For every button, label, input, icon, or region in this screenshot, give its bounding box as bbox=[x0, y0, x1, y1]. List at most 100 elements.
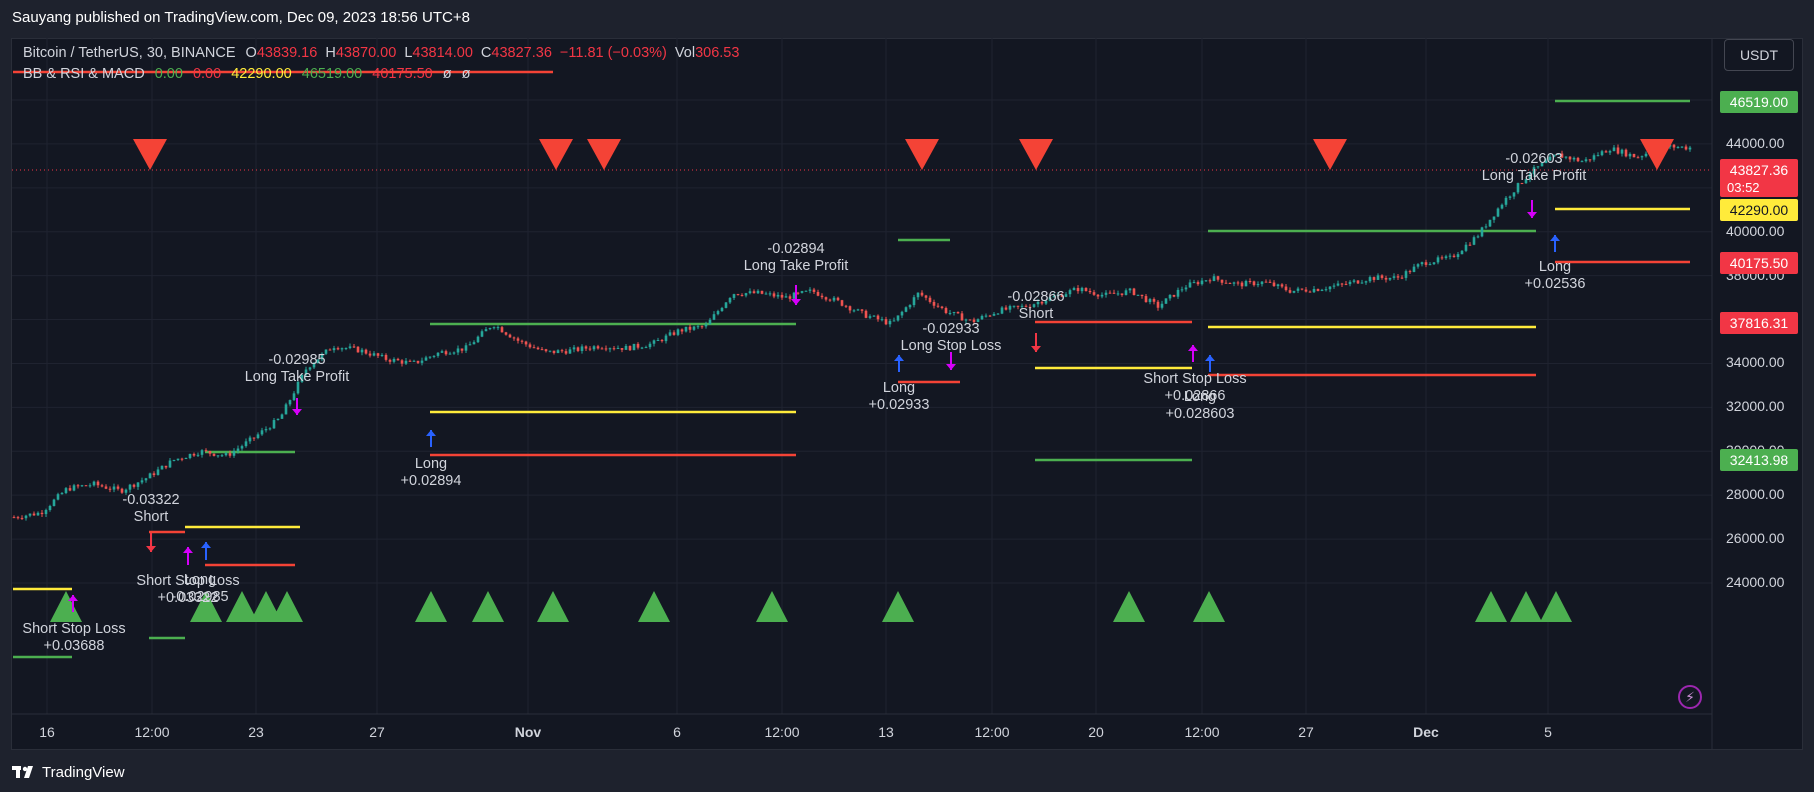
chart-frame[interactable] bbox=[11, 38, 1803, 750]
candle-body bbox=[380, 354, 384, 356]
candle-body bbox=[1512, 192, 1516, 197]
candle-body bbox=[552, 350, 556, 354]
candle-body bbox=[392, 358, 396, 362]
candle-body bbox=[412, 360, 416, 362]
annotation-line-2: +0.03688 bbox=[43, 638, 105, 654]
candle-body bbox=[404, 360, 408, 364]
symbol-label[interactable]: Bitcoin / TetherUS, 30, BINANCE bbox=[23, 45, 236, 61]
candle-body bbox=[180, 458, 184, 460]
sell-signal-triangle bbox=[1313, 139, 1347, 170]
candle-body bbox=[1032, 304, 1036, 307]
candle-body bbox=[1356, 280, 1360, 284]
candle-body bbox=[1632, 153, 1636, 158]
candle-body bbox=[1608, 151, 1612, 153]
candle-body bbox=[1468, 244, 1472, 246]
candle-body bbox=[984, 315, 988, 317]
candle-body bbox=[780, 294, 784, 298]
candle-body bbox=[792, 292, 796, 299]
candle-body bbox=[1304, 289, 1308, 292]
candle-body bbox=[444, 351, 448, 355]
candle-body bbox=[996, 313, 1000, 315]
lightning-icon[interactable]: ⚡ bbox=[1678, 685, 1702, 709]
candle-body bbox=[288, 400, 292, 405]
candle-body bbox=[912, 297, 916, 306]
candle-body bbox=[400, 360, 404, 364]
candle-body bbox=[1072, 288, 1076, 291]
candle-body bbox=[820, 295, 824, 298]
candle-body bbox=[436, 352, 440, 356]
annotation-line-2: Short bbox=[133, 509, 169, 525]
candle-body bbox=[560, 350, 564, 352]
buy-signal-triangle bbox=[472, 591, 504, 622]
candle-body bbox=[168, 460, 172, 468]
candle-body bbox=[20, 517, 24, 519]
currency-button[interactable]: USDT bbox=[1724, 39, 1794, 71]
trade-annotation: -0.02866 Short bbox=[1007, 289, 1064, 323]
candle-body bbox=[944, 308, 948, 314]
candle-body bbox=[1480, 227, 1484, 237]
time-axis-label: Nov bbox=[514, 724, 542, 740]
time-axis-label: 12:00 bbox=[974, 724, 1010, 740]
candle-body bbox=[708, 319, 712, 325]
candle-body bbox=[840, 300, 844, 306]
candle-body bbox=[132, 484, 136, 487]
candle-body bbox=[860, 309, 864, 311]
candle-body bbox=[104, 486, 108, 489]
candle-body bbox=[1128, 288, 1132, 291]
candle-body bbox=[796, 292, 800, 294]
buy-signal-triangle bbox=[638, 591, 670, 622]
long-entry-arrow-head bbox=[426, 430, 436, 436]
candle-body bbox=[1584, 159, 1588, 162]
sell-signal-triangle bbox=[1640, 139, 1674, 170]
long-entry-arrow-head bbox=[201, 542, 211, 548]
candle-body bbox=[448, 353, 452, 355]
indicator-name[interactable]: BB & RSI & MACD bbox=[23, 66, 145, 82]
strategy-levels bbox=[13, 70, 1690, 659]
candle-body bbox=[1452, 255, 1456, 258]
candle-body bbox=[1008, 306, 1012, 310]
candle-body bbox=[1392, 276, 1396, 278]
candle-body bbox=[1416, 264, 1420, 267]
candle-body bbox=[632, 343, 636, 351]
annotation-line-1: -0.03322 bbox=[122, 492, 180, 508]
candle-body bbox=[1324, 289, 1328, 291]
buy-signal-triangle bbox=[271, 591, 303, 622]
candle-body bbox=[1460, 250, 1464, 255]
candle-body bbox=[1276, 284, 1280, 287]
candle-body bbox=[264, 429, 268, 431]
candle-body bbox=[420, 360, 424, 363]
candle-body bbox=[1212, 276, 1216, 281]
time-axis-label: 12:00 bbox=[134, 724, 170, 740]
candle-body bbox=[736, 294, 740, 296]
candle-body bbox=[1384, 277, 1388, 280]
candle-body bbox=[388, 359, 392, 362]
candle-body bbox=[344, 348, 348, 350]
candle-body bbox=[440, 351, 444, 353]
candle-body bbox=[728, 297, 732, 303]
trade-annotation: -0.02985 Long Take Profit bbox=[245, 352, 350, 386]
indicator-value-5: 40175.50 bbox=[372, 66, 433, 82]
candle-body bbox=[600, 348, 604, 350]
indicator-value-2: 0.00 bbox=[192, 66, 222, 82]
candle-body bbox=[1176, 289, 1180, 297]
candle-body bbox=[816, 291, 820, 296]
candle-body bbox=[204, 450, 208, 452]
high-label: H bbox=[325, 45, 336, 61]
candle-body bbox=[1160, 303, 1164, 308]
candle-body bbox=[208, 450, 212, 454]
annotation-line-1: Long bbox=[1183, 389, 1217, 405]
candle-body bbox=[1616, 147, 1620, 154]
candle-body bbox=[184, 458, 188, 460]
stop-level-tag: 37816.31 bbox=[1720, 312, 1798, 334]
candle-body bbox=[1624, 149, 1628, 157]
candle-body bbox=[188, 453, 192, 459]
candle-body bbox=[1132, 288, 1136, 295]
trade-annotation: Long +0.028603 bbox=[1166, 389, 1235, 423]
candle-body bbox=[1432, 262, 1436, 265]
annotation-line-2: Long Take Profit bbox=[244, 369, 350, 385]
buy-signal-triangle bbox=[1510, 591, 1542, 622]
take-profit-arrow-head bbox=[1527, 212, 1537, 218]
annotation-line-2: Long Take Profit bbox=[743, 258, 849, 274]
candle-body bbox=[320, 353, 324, 360]
